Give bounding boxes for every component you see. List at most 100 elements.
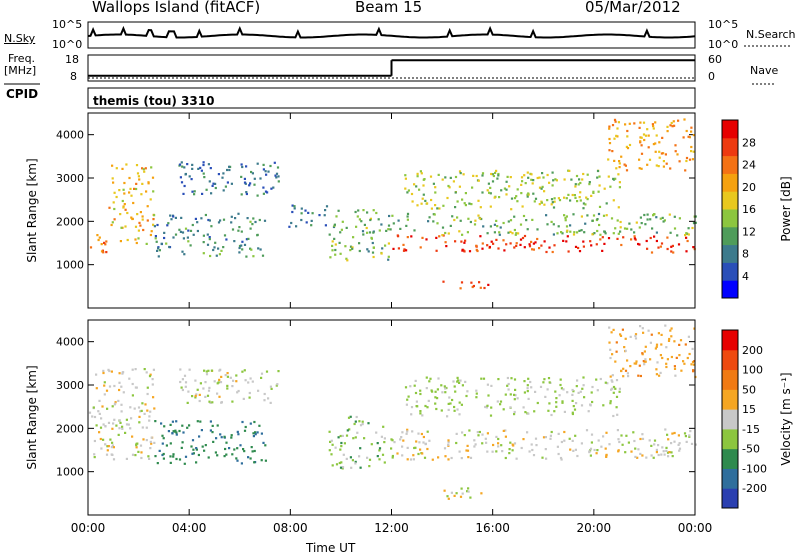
- power-colorbar-swatch: [722, 244, 738, 263]
- power-cell: [354, 210, 357, 214]
- power-cell: [582, 240, 585, 243]
- power-cell: [385, 229, 388, 232]
- power-cell: [572, 233, 576, 236]
- velocity-cell: [679, 339, 683, 342]
- velocity-cell: [226, 387, 229, 390]
- power-cell: [456, 200, 459, 203]
- power-cell: [310, 224, 313, 227]
- velocity-panel-ytick-label-0: 4000: [56, 336, 84, 349]
- velocity-cell: [198, 435, 201, 438]
- power-cell: [503, 249, 506, 252]
- power-cell: [649, 236, 652, 240]
- power-cell: [655, 216, 658, 219]
- power-cell: [479, 217, 482, 220]
- power-cell: [573, 231, 576, 234]
- velocity-cell: [670, 442, 673, 445]
- velocity-cell: [693, 327, 696, 330]
- velocity-cell: [244, 425, 247, 429]
- power-cell: [491, 173, 494, 176]
- velocity-cell: [145, 371, 148, 374]
- velocity-cell: [161, 453, 164, 457]
- power-cell: [372, 231, 375, 234]
- power-colorbar-label: Power [dB]: [779, 176, 793, 241]
- power-cell: [372, 255, 375, 259]
- velocity-cell: [655, 343, 659, 346]
- power-cell: [262, 192, 265, 195]
- velocity-cell: [381, 453, 385, 456]
- velocity-cell: [328, 449, 331, 452]
- power-cell: [137, 175, 140, 178]
- power-cell: [362, 233, 365, 236]
- velocity-cell: [650, 444, 653, 447]
- power-cell: [355, 225, 358, 228]
- power-cell: [252, 255, 255, 258]
- power-cell: [187, 240, 190, 243]
- power-cell: [118, 189, 121, 192]
- power-cell: [672, 120, 675, 123]
- velocity-cell: [643, 363, 646, 366]
- velocity-cell: [109, 438, 112, 441]
- velocity-cell: [610, 331, 613, 334]
- power-cell: [563, 196, 566, 199]
- velocity-cell: [453, 494, 456, 497]
- cpid-label: CPID: [6, 87, 39, 101]
- velocity-cell: [486, 432, 489, 435]
- velocity-cell: [457, 379, 460, 382]
- power-cell: [275, 176, 278, 179]
- power-cell: [523, 246, 526, 249]
- velocity-cell: [691, 347, 694, 350]
- velocity-cell: [115, 424, 118, 427]
- power-cell: [541, 185, 544, 188]
- power-cell: [552, 179, 555, 182]
- power-cell: [597, 190, 600, 193]
- power-cell: [290, 221, 293, 225]
- velocity-cell: [207, 369, 210, 372]
- power-cell: [152, 218, 155, 221]
- velocity-cell: [560, 387, 563, 390]
- velocity-cell: [215, 437, 218, 440]
- power-cell: [633, 122, 636, 125]
- velocity-cell: [548, 381, 551, 384]
- power-cell: [119, 240, 122, 243]
- velocity-cell: [211, 424, 214, 427]
- velocity-cell: [637, 374, 640, 377]
- power-cell: [683, 118, 686, 121]
- velocity-cell: [611, 374, 614, 377]
- velocity-cell: [634, 334, 637, 338]
- power-cell: [618, 181, 621, 184]
- velocity-cell: [237, 433, 240, 436]
- power-cell: [341, 220, 344, 223]
- power-cell: [300, 218, 303, 222]
- power-cell: [121, 199, 124, 203]
- power-cell: [442, 204, 445, 207]
- velocity-cell: [153, 407, 156, 410]
- velocity-cell: [619, 333, 622, 336]
- power-cell: [668, 213, 671, 216]
- power-cell: [141, 182, 144, 185]
- velocity-cell: [131, 382, 134, 386]
- power-cell: [488, 245, 491, 249]
- velocity-cell: [602, 404, 605, 407]
- power-cell: [231, 228, 235, 231]
- power-cell: [567, 250, 570, 253]
- power-cell: [262, 168, 265, 171]
- velocity-cell: [664, 428, 667, 431]
- power-cell: [499, 226, 502, 229]
- velocity-cell: [535, 444, 538, 447]
- power-cell: [434, 186, 437, 189]
- velocity-cell: [171, 420, 174, 423]
- power-cell: [406, 212, 410, 215]
- velocity-cell: [211, 401, 214, 404]
- velocity-cell: [571, 412, 574, 416]
- power-cell: [240, 163, 243, 166]
- velocity-cell: [118, 419, 121, 422]
- velocity-cell: [665, 446, 668, 449]
- velocity-cell: [399, 438, 402, 441]
- velocity-cell: [393, 441, 396, 444]
- power-cell: [540, 201, 543, 204]
- power-cell: [435, 249, 438, 252]
- velocity-cell: [682, 360, 685, 363]
- velocity-cell: [692, 370, 695, 373]
- velocity-cell: [254, 433, 257, 436]
- power-cell: [644, 223, 647, 226]
